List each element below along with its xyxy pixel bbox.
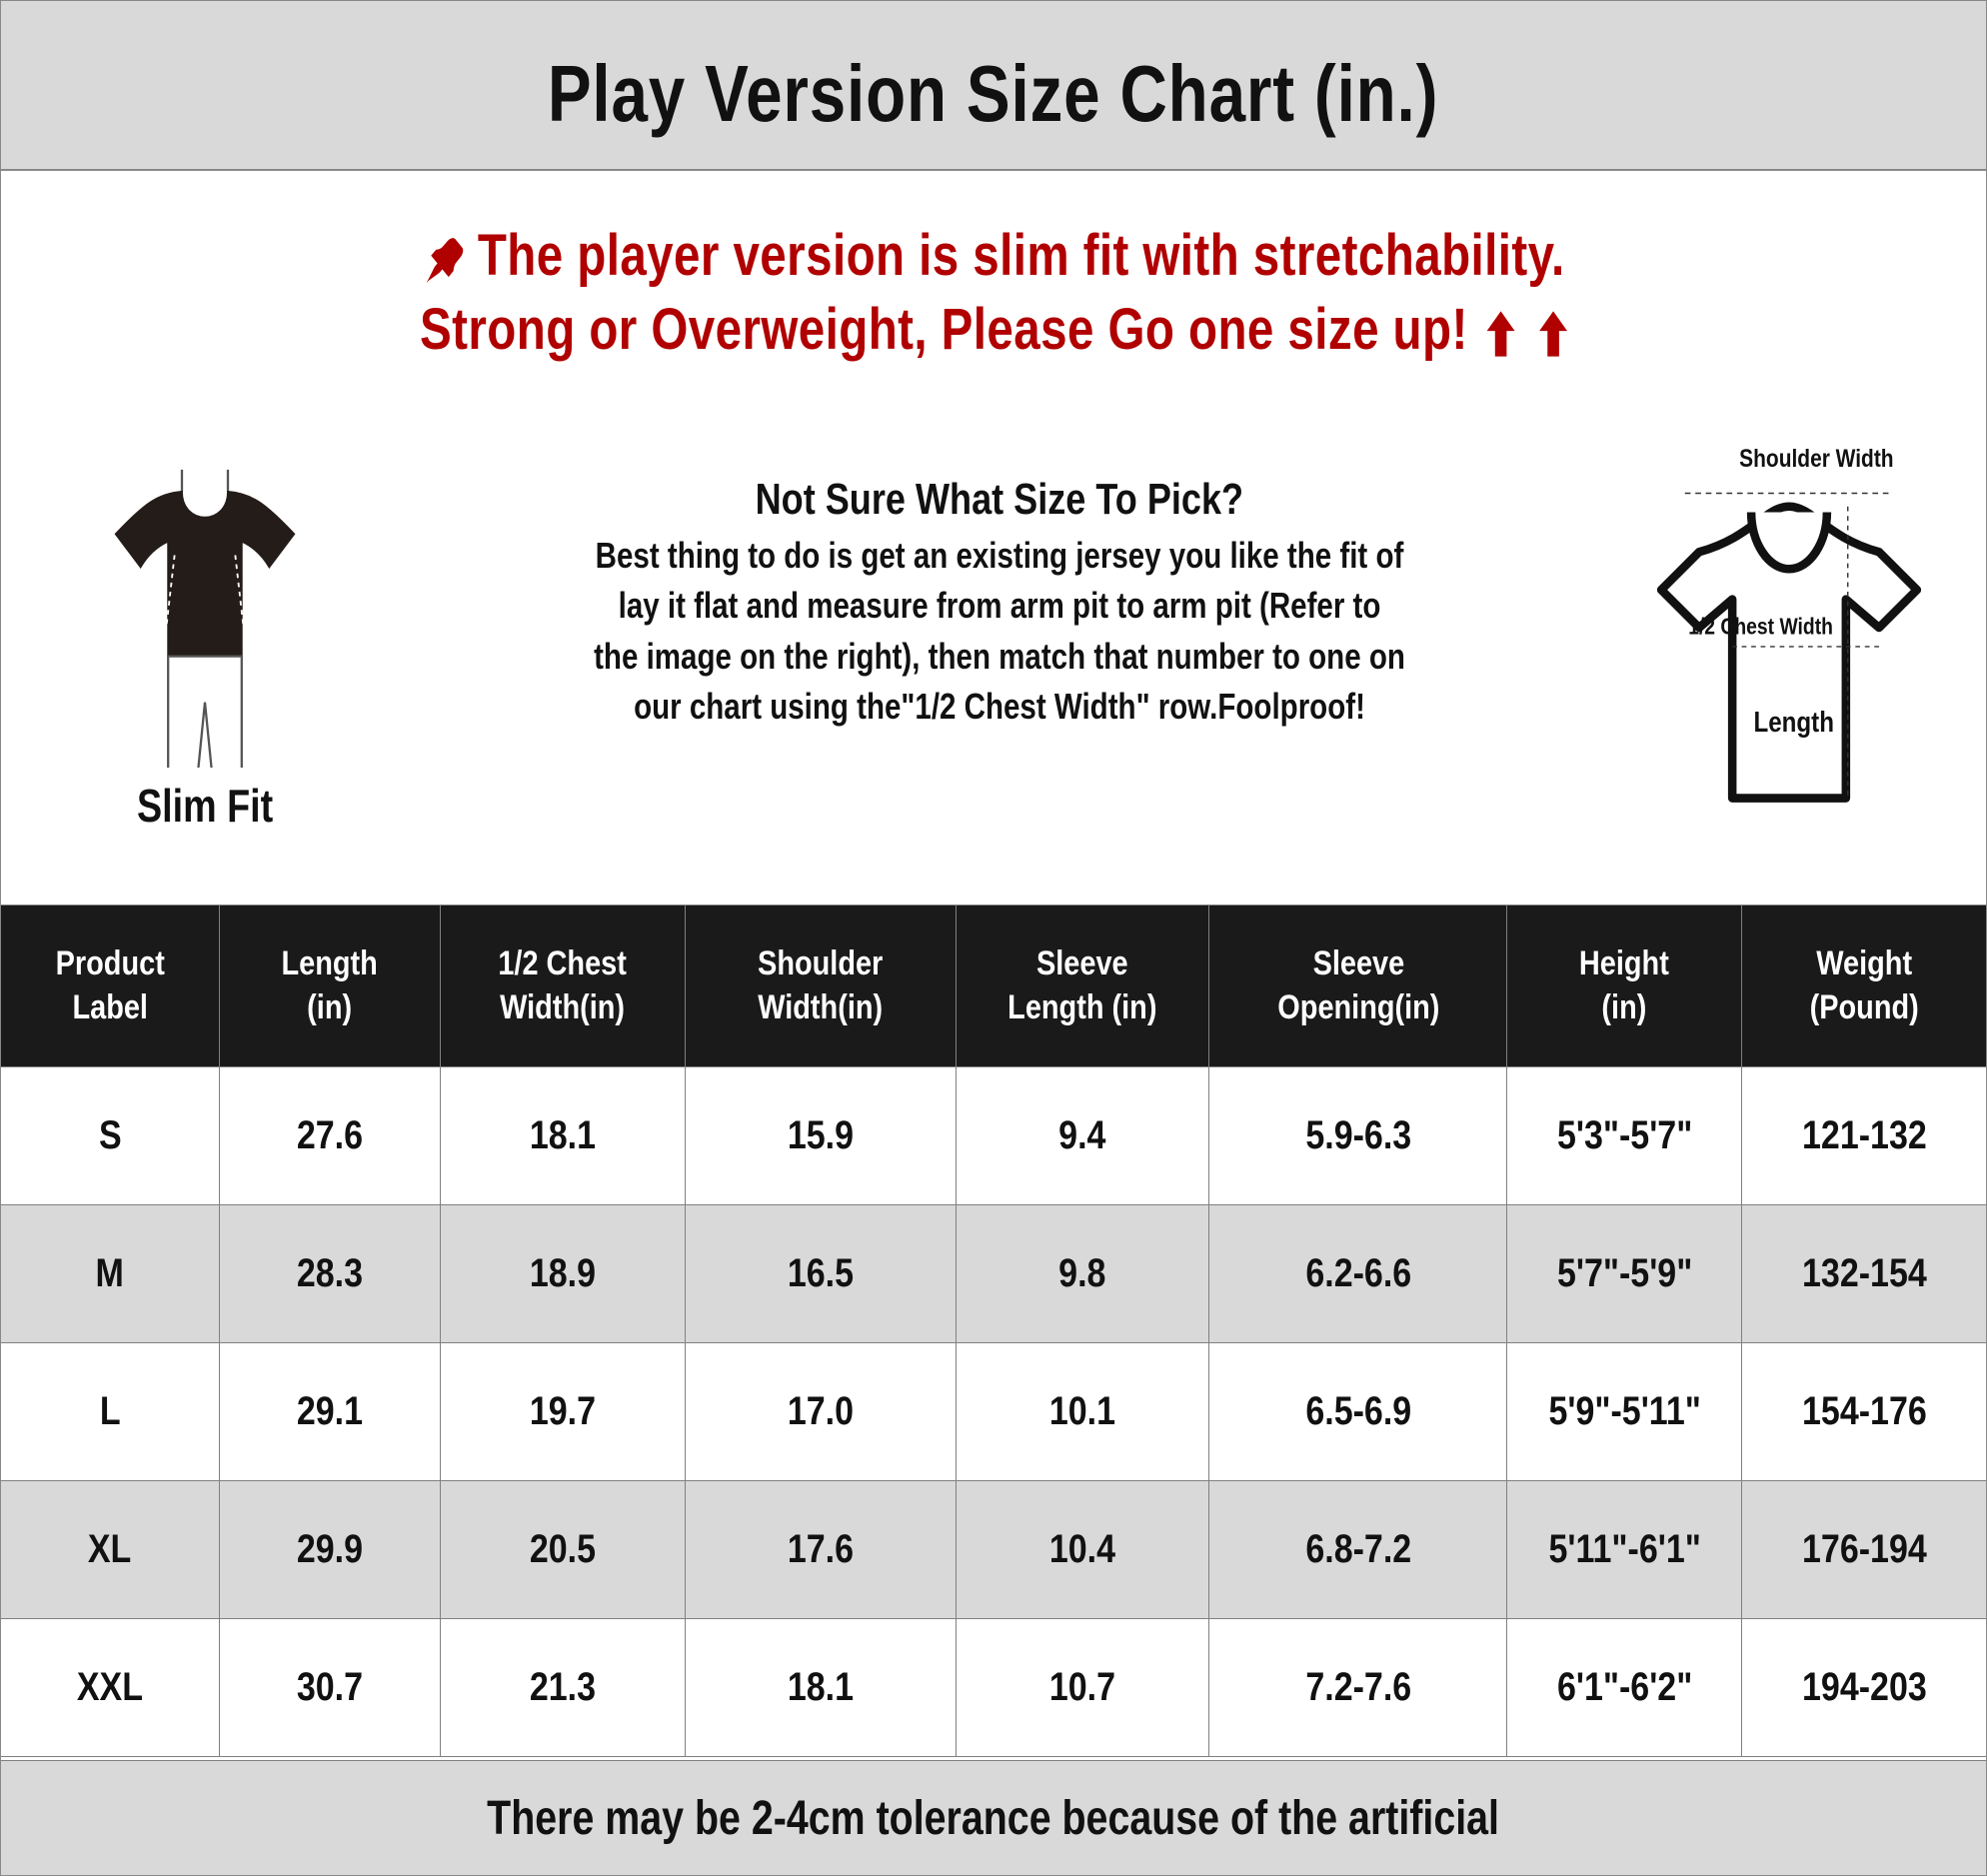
svg-text:Shoulder Width: Shoulder Width xyxy=(1739,448,1893,472)
svg-text:Length: Length xyxy=(1754,706,1834,738)
svg-text:1/2 Chest Width: 1/2 Chest Width xyxy=(1688,615,1833,640)
